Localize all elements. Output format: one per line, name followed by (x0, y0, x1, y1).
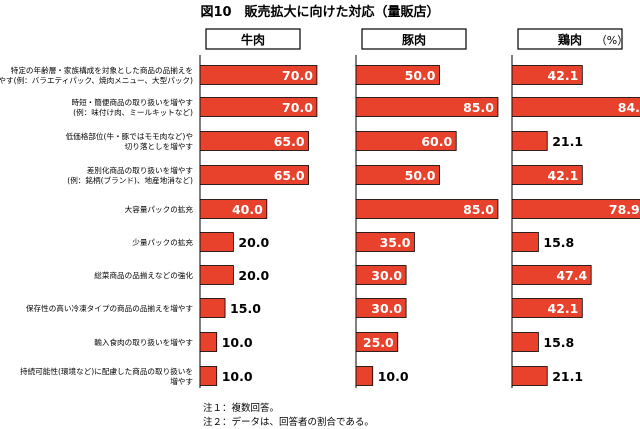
bar-0-3 (199, 165, 309, 185)
note-2: 注２：データは、回答者の割合である。 (203, 416, 374, 428)
bar-0-6 (199, 265, 234, 285)
value-label-1-2: 60.0 (421, 134, 452, 149)
value-label-1-1: 85.0 (463, 100, 494, 115)
category-label-4: 大容量パックの拡充 (125, 204, 194, 214)
bar-1-1 (355, 97, 499, 117)
value-label-0-7: 15.0 (230, 301, 261, 316)
panels: 牛肉 70.0 70.0 65.0 65.0 40.0 20.0 20.0 15.0 10.0 10… (199, 28, 640, 388)
value-label-0-2: 65.0 (274, 134, 305, 149)
bar-0-1 (199, 97, 318, 117)
bar-0-4 (199, 199, 268, 219)
value-label-2-2: 21.1 (552, 134, 583, 149)
value-label-2-9: 21.1 (552, 369, 583, 384)
bar-1-2 (355, 131, 457, 151)
bar-2-4 (511, 199, 640, 219)
series-name-1: 豚肉 (401, 32, 426, 47)
value-label-0-6: 20.0 (238, 268, 269, 283)
category-label-9-line-0: 持続可能性(環境など)に配慮した商品の取り扱いを (20, 366, 193, 376)
panel-1: 豚肉 50.0 85.0 60.0 50.0 85.0 35.0 30.0 30.0 25.0 10… (355, 28, 499, 388)
value-label-1-3: 50.0 (405, 168, 436, 183)
bar-1-3 (355, 165, 440, 185)
value-label-2-7: 42.1 (547, 301, 578, 316)
value-label-1-6: 30.0 (371, 268, 402, 283)
bar-2-7 (511, 298, 583, 318)
bar-0-2 (199, 131, 309, 151)
value-label-0-8: 10.0 (222, 335, 253, 350)
series-header-box-1 (361, 28, 467, 50)
value-label-2-1: 84.2 (618, 100, 640, 115)
value-label-2-5: 15.8 (543, 235, 574, 250)
chart-title: 図10 販売拡大に向けた対応（量販店） (200, 4, 439, 20)
value-label-0-1: 70.0 (282, 100, 313, 115)
value-label-1-4: 85.0 (463, 202, 494, 217)
panel-0: 牛肉 70.0 70.0 65.0 65.0 40.0 20.0 20.0 15.0 10.0 10… (199, 28, 318, 388)
category-labels: 特定の年齢層・家族構成を対象とした商品の品揃えを増やす(例：バラエティパック、焼… (0, 65, 193, 386)
category-label-9-line-1: 増やす (170, 376, 193, 386)
panel-2: 鶏肉 42.1 84.2 21.1 42.1 78.9 15.8 47.4 42.1 15.8 21… (511, 28, 640, 388)
value-label-2-4: 78.9 (609, 202, 640, 217)
category-label-5: 少量パックの拡充 (132, 237, 193, 247)
value-label-1-9: 10.0 (378, 369, 409, 384)
bar-2-8 (511, 332, 539, 352)
bar-2-1 (511, 97, 640, 117)
value-label-2-8: 15.8 (543, 335, 574, 350)
value-label-2-3: 42.1 (547, 168, 578, 183)
value-label-2-6: 47.4 (556, 268, 587, 283)
value-label-2-0: 42.1 (547, 68, 578, 83)
bar-1-5 (355, 232, 415, 252)
bar-0-8 (199, 332, 218, 352)
bar-0-0 (199, 65, 318, 85)
bar-0-5 (199, 232, 234, 252)
bar-2-9 (511, 366, 548, 386)
value-label-0-5: 20.0 (238, 235, 269, 250)
value-label-1-8: 25.0 (363, 335, 394, 350)
category-label-2-line-1: 切り落としを増やす (125, 141, 194, 151)
bar-0-7 (199, 298, 226, 318)
unit-label: （%） (596, 34, 628, 47)
category-label-2-line-0: 低価格部位(牛・豚ではモモ肉など)や (66, 131, 193, 141)
bar-2-6 (511, 265, 592, 285)
bar-1-6 (355, 265, 407, 285)
value-label-0-4: 40.0 (232, 202, 263, 217)
bar-1-0 (355, 65, 440, 85)
series-header-box-0 (205, 28, 301, 50)
value-label-0-0: 70.0 (282, 68, 313, 83)
category-label-6: 総菜商品の品揃えなどの強化 (94, 270, 193, 280)
value-label-0-3: 65.0 (274, 168, 305, 183)
series-name-0: 牛肉 (241, 32, 265, 47)
category-label-0-line-0: 特定の年齢層・家族構成を対象とした商品の品揃えを (11, 65, 193, 75)
category-label-0-line-1: 増やす(例：バラエティパック、焼肉メニュー、大型パック) (0, 75, 193, 85)
value-label-1-7: 30.0 (371, 301, 402, 316)
bar-2-3 (511, 165, 583, 185)
category-label-3-line-0: 差別化商品の取り扱いを増やす (87, 165, 194, 175)
bar-0-9 (199, 366, 218, 386)
category-label-7: 保存性の高い冷凍タイプの商品の品揃えを増やす (26, 303, 193, 313)
note-1: 注１：複数回答。 (203, 402, 279, 414)
value-label-1-5: 35.0 (380, 235, 411, 250)
category-label-3-line-1: (例：銘柄(ブランド)、地産地消など) (67, 175, 193, 185)
value-label-1-0: 50.0 (405, 68, 436, 83)
category-label-8: 輸入食肉の取り扱いを増やす (94, 337, 193, 347)
category-label-1-line-0: 時短・簡便商品の取り扱いを増やす (72, 97, 194, 107)
bar-1-8 (355, 332, 399, 352)
series-header-box-2 (517, 28, 623, 50)
bar-2-5 (511, 232, 539, 252)
bar-2-2 (511, 131, 548, 151)
series-name-2: 鶏肉 (558, 32, 582, 47)
bar-2-0 (511, 65, 583, 85)
value-label-0-9: 10.0 (222, 369, 253, 384)
bar-1-4 (355, 199, 499, 219)
bar-1-7 (355, 298, 407, 318)
category-label-1-line-1: (例：味付け肉、ミールキットなど) (73, 107, 193, 117)
bar-1-9 (355, 366, 374, 386)
